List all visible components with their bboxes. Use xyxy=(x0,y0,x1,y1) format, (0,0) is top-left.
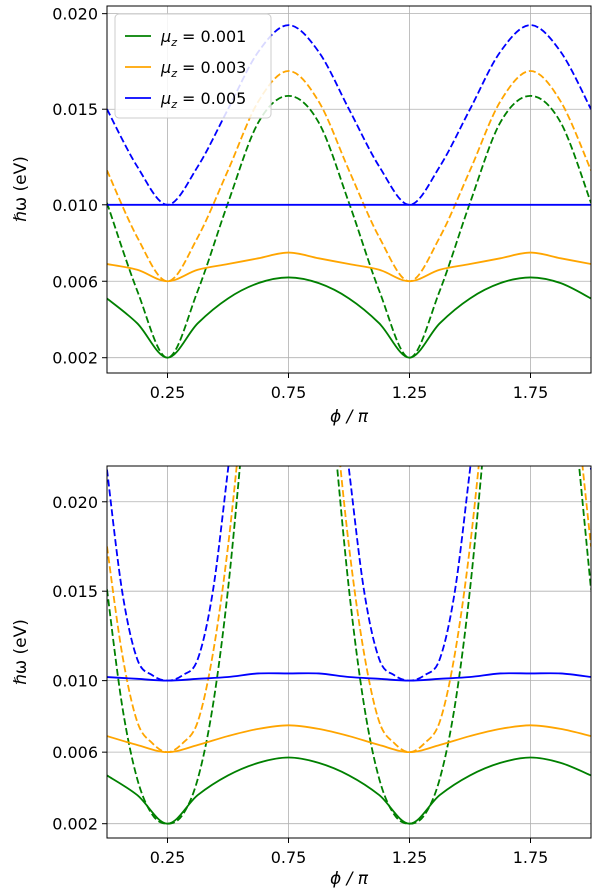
legend-box xyxy=(114,13,272,119)
series-line-green-solid-bottom xyxy=(107,756,591,825)
grid-bottom xyxy=(107,466,591,838)
series-line-blue-solid-bottom xyxy=(107,672,591,682)
series-line-blue-dashed-top xyxy=(107,24,591,206)
y-tick-label: 0.015 xyxy=(52,582,98,601)
y-tick-label: 0.015 xyxy=(52,100,98,119)
chart-top: 0.002 0.006 0.010 0.015 0.020 0.25 0.75 1.25 1.… xyxy=(11,5,592,427)
series-line-green-dashed-bottom xyxy=(107,466,591,825)
x-ticks-bottom: 0.25 0.75 1.25 1.75 xyxy=(150,838,549,867)
series-group-bottom xyxy=(107,466,591,825)
series-line-green-dashed-top xyxy=(107,94,591,359)
legend-label-blue: μz = 0.005 xyxy=(160,89,246,111)
y-tick-label: 0.020 xyxy=(52,5,98,24)
y-tick-label: 0.006 xyxy=(52,743,98,762)
x-tick-label: 0.75 xyxy=(271,383,307,402)
y-tick-label: 0.010 xyxy=(52,672,98,691)
series-line-orange-dashed-bottom xyxy=(107,466,591,754)
x-axis-label-top: ϕ / π xyxy=(330,407,369,427)
y-tick-label: 0.002 xyxy=(52,349,98,368)
y-axis-label-bottom: ℏω (eV) xyxy=(11,619,31,685)
y-tick-label: 0.006 xyxy=(52,272,98,291)
x-tick-label: 1.25 xyxy=(392,383,428,402)
series-group-top xyxy=(107,24,591,359)
series-line-green-solid-top xyxy=(107,276,591,359)
y-axis-label-top: ℏω (eV) xyxy=(11,156,31,222)
x-tick-label: 1.75 xyxy=(513,383,549,402)
y-tick-label: 0.010 xyxy=(52,196,98,215)
chart-bottom: 0.002 0.006 0.010 0.015 0.020 0.25 0.75 1.25 1.… xyxy=(11,465,592,888)
y-ticks-bottom: 0.002 0.006 0.010 0.015 0.020 xyxy=(52,493,107,834)
legend-label-green: μz = 0.001 xyxy=(160,27,246,49)
x-tick-label: 0.75 xyxy=(271,848,307,867)
series-line-orange-dashed-top xyxy=(107,70,591,283)
legend-label-orange: μz = 0.003 xyxy=(160,58,246,80)
plot-frame-top xyxy=(106,5,592,374)
x-axis-label-bottom: ϕ / π xyxy=(330,869,369,888)
y-tick-label: 0.002 xyxy=(52,815,98,834)
y-ticks-top: 0.002 0.006 0.010 0.015 0.020 xyxy=(52,5,107,368)
x-tick-label: 1.25 xyxy=(392,848,428,867)
x-tick-label: 0.25 xyxy=(150,848,186,867)
series-line-blue-dashed-bottom xyxy=(107,466,591,682)
series-line-orange-solid-bottom xyxy=(107,724,591,754)
legend: μz = 0.001 μz = 0.003 μz = 0.005 xyxy=(114,13,272,119)
y-tick-label: 0.020 xyxy=(52,493,98,512)
plot-frame-bottom xyxy=(106,465,592,839)
x-ticks-top: 0.25 0.75 1.25 1.75 xyxy=(150,373,549,402)
x-tick-label: 1.75 xyxy=(513,848,549,867)
series-line-orange-solid-top xyxy=(107,251,591,283)
x-tick-label: 0.25 xyxy=(150,383,186,402)
